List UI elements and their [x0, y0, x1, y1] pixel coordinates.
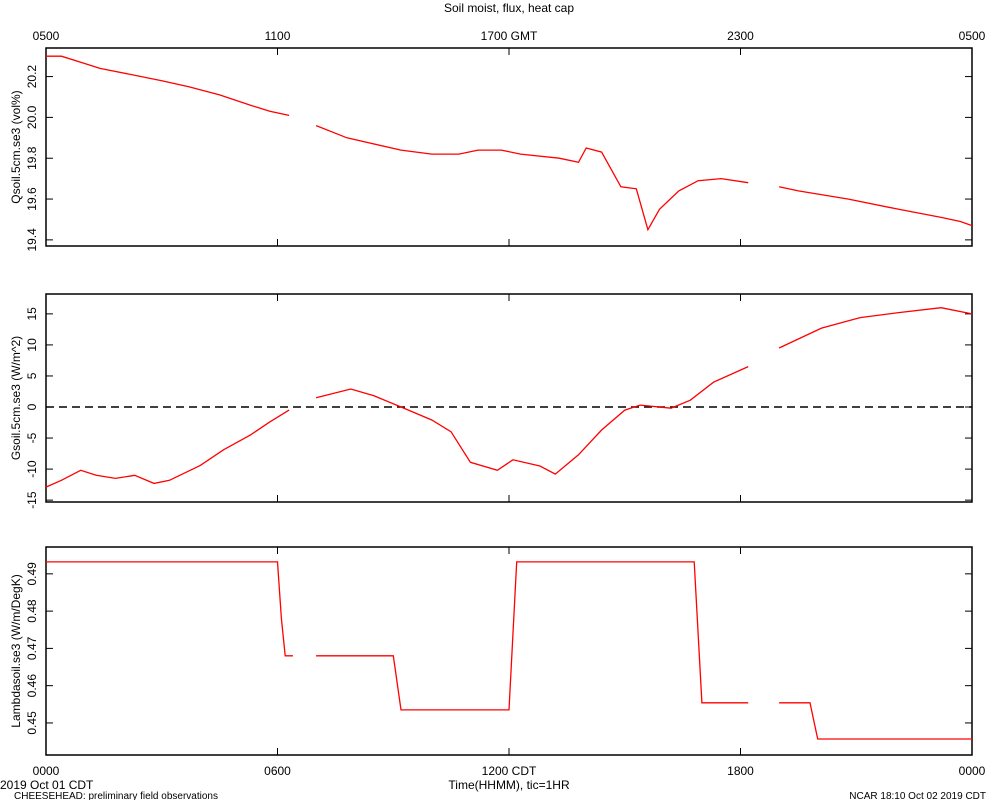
y-tick-label: 0.47 — [25, 636, 39, 660]
y-tick-label: 0.45 — [25, 711, 39, 735]
footer-left: CHEESEHEAD: preliminary field observatio… — [14, 791, 218, 800]
y-axis-label: Qsoil.5cm.se3 (vol%) — [9, 90, 23, 203]
plot-frame — [45, 47, 973, 247]
y-tick-label: 0.49 — [25, 562, 39, 586]
x-tick-label: 1800 — [727, 764, 754, 778]
y-tick-label: 20.0 — [25, 105, 39, 129]
y-tick-label: 0.46 — [25, 674, 39, 698]
x2-tick-label: 1700 GMT — [481, 29, 538, 43]
x2-tick-label: 1100 — [265, 29, 291, 43]
y-tick-label: 20.2 — [25, 65, 39, 89]
y-axis-label: Lambdasoil.se3 (W/m/DegK) — [9, 574, 23, 727]
y-tick-label: 19.4 — [25, 228, 39, 252]
x-tick-label: 0600 — [264, 764, 291, 778]
x-axis-label: Time(HHMM), tic=1HR — [448, 778, 570, 792]
x-tick-label: 1200 CDT — [482, 764, 537, 778]
y-tick-label: -5 — [25, 432, 39, 443]
y-tick-label: 0 — [25, 403, 39, 410]
chart-title: Soil moist, flux, heat cap — [444, 1, 574, 15]
x2-tick-label: 0500 — [33, 29, 60, 43]
y-tick-label: -10 — [25, 460, 39, 478]
data-line — [46, 561, 972, 740]
y-tick-label: 5 — [25, 372, 39, 379]
y-tick-label: -15 — [25, 491, 39, 509]
y-tick-label: 0.48 — [25, 599, 39, 623]
x2-tick-label: 0500 — [959, 29, 986, 43]
y-tick-label: 10 — [25, 338, 39, 352]
data-line — [45, 307, 973, 488]
date-label: 2019 Oct 01 CDT — [0, 778, 94, 792]
y-tick-label: 19.8 — [25, 146, 39, 170]
y-axis-label: Gsoil.5cm.se3 (W/m^2) — [9, 336, 23, 460]
data-line — [46, 55, 973, 232]
x2-tick-label: 2300 — [727, 29, 754, 43]
x-tick-label: 0000 — [33, 764, 60, 778]
y-tick-label: 15 — [25, 307, 39, 321]
y-tick-label: 19.6 — [25, 187, 39, 211]
x-tick-label: 0000 — [959, 764, 986, 778]
footer-right: NCAR 18:10 Oct 02 2019 CDT — [849, 791, 986, 800]
plot-frame — [45, 546, 973, 756]
